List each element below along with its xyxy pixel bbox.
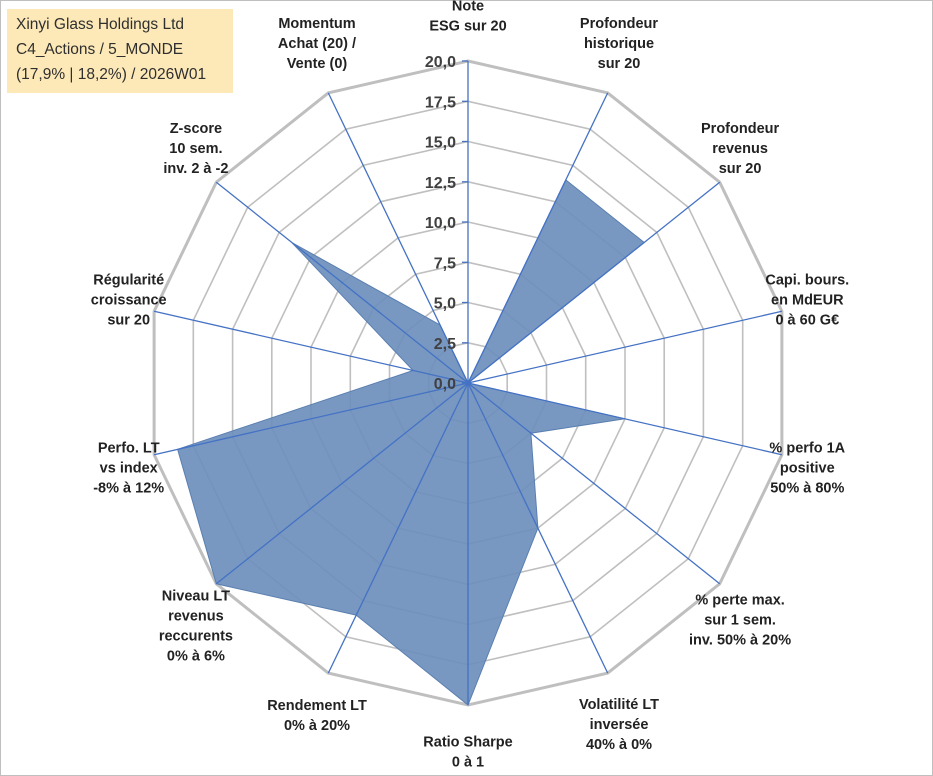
category-label-line: Capi. bours. bbox=[765, 273, 849, 289]
tick-label: 2,5 bbox=[434, 336, 456, 353]
category-label-line: 10 sem. bbox=[169, 141, 222, 157]
category-label-line: Vente (0) bbox=[287, 56, 348, 72]
category-label-4: Capi. bours. en MdEUR 0 à 60 G€ bbox=[765, 273, 849, 329]
axis-spoke-6 bbox=[467, 382, 721, 585]
data-layer bbox=[176, 179, 646, 706]
tick-label: 10,0 bbox=[425, 215, 456, 232]
category-label-8: Ratio Sharpe 0 à 1 bbox=[423, 735, 512, 771]
axis-spoke-14 bbox=[327, 92, 469, 384]
detail-line: (17,9% | 18,2%) / 2026W01 bbox=[16, 66, 207, 83]
category-label-line: sur 20 bbox=[598, 56, 641, 72]
tick-label: 0,0 bbox=[434, 376, 456, 393]
category-label-line: ESG sur 20 bbox=[429, 19, 506, 35]
label-layer: Note ESG sur 20 Profondeur historique sur 20… bbox=[91, 0, 849, 771]
classification: C4_Actions / 5_MONDE bbox=[16, 41, 184, 58]
category-label-7: Volatilité LT inversée 40% à 0% bbox=[579, 697, 659, 753]
category-label-11: Perfo. LT vs index -8% à 12% bbox=[93, 441, 164, 497]
category-label-line: Niveau LT bbox=[162, 589, 230, 605]
axis-spoke-2 bbox=[467, 92, 609, 384]
category-label-line: sur 20 bbox=[719, 161, 762, 177]
category-label-line: % perfo 1A bbox=[769, 441, 845, 457]
category-label-line: % perte max. bbox=[695, 592, 784, 608]
category-label-2: Profondeur historique sur 20 bbox=[580, 16, 658, 72]
category-label-line: 50% à 80% bbox=[770, 481, 844, 497]
tick-label: 20,0 bbox=[425, 54, 456, 71]
company-name: Xinyi Glass Holdings Ltd bbox=[16, 16, 184, 33]
axis-spoke-10 bbox=[215, 382, 469, 585]
tick-label: 7,5 bbox=[434, 255, 456, 272]
category-label-5: % perfo 1A positive 50% à 80% bbox=[769, 441, 845, 497]
category-label-line: Régularité bbox=[93, 273, 164, 289]
category-label-line: 0% à 20% bbox=[284, 718, 350, 734]
category-label-line: Profondeur bbox=[701, 121, 779, 137]
category-label-line: 0 à 1 bbox=[452, 755, 484, 771]
category-label-line: inv. 2 à -2 bbox=[163, 161, 228, 177]
axis-spoke-13 bbox=[215, 181, 469, 384]
category-label-line: 0% à 6% bbox=[167, 649, 225, 665]
category-label-line: positive bbox=[780, 461, 835, 477]
category-label-line: inv. 50% à 20% bbox=[689, 632, 791, 648]
category-label-14: Momentum Achat (20) / Vente (0) bbox=[278, 16, 356, 72]
category-label-line: revenus bbox=[712, 141, 768, 157]
data-series-area bbox=[176, 179, 646, 706]
category-label-10: Niveau LT revenus reccurents 0% à 6% bbox=[159, 589, 233, 665]
category-label-line: 0 à 60 G€ bbox=[775, 313, 839, 329]
category-label-1: Note ESG sur 20 bbox=[429, 0, 506, 35]
axis-layer bbox=[153, 61, 783, 705]
tick-label: 17,5 bbox=[425, 94, 456, 111]
axis-spoke-4 bbox=[467, 310, 783, 384]
category-label-line: croissance bbox=[91, 293, 167, 309]
category-label-line: -8% à 12% bbox=[93, 481, 164, 497]
category-label-9: Rendement LT 0% à 20% bbox=[267, 698, 367, 734]
tick-label: 15,0 bbox=[425, 135, 456, 152]
axis-spoke-5 bbox=[467, 382, 783, 456]
title-box: Xinyi Glass Holdings Ltd C4_Actions / 5_… bbox=[7, 9, 233, 93]
category-label-line: sur 1 sem. bbox=[704, 612, 776, 628]
axis-spoke-7 bbox=[467, 382, 609, 674]
category-label-line: Achat (20) / bbox=[278, 36, 356, 52]
category-label-line: Note bbox=[452, 0, 484, 15]
category-label-13: Z-score 10 sem. inv. 2 à -2 bbox=[163, 121, 228, 177]
category-label-line: reccurents bbox=[159, 629, 233, 645]
tick-label: 5,0 bbox=[434, 296, 456, 313]
category-label-12: Régularité croissance sur 20 bbox=[91, 273, 167, 329]
axis-spoke-9 bbox=[327, 382, 469, 674]
tick-layer: 0,0 2,5 5,0 7,5 10,0 12,5 15,0 17,5 20,0 bbox=[425, 54, 468, 393]
category-label-line: revenus bbox=[168, 609, 224, 625]
category-label-line: Z-score bbox=[170, 121, 222, 137]
tick-label: 12,5 bbox=[425, 175, 456, 192]
category-label-line: inversée bbox=[590, 717, 649, 733]
category-label-line: vs index bbox=[100, 461, 158, 477]
category-label-line: Volatilité LT bbox=[579, 697, 659, 713]
category-label-line: Ratio Sharpe bbox=[423, 735, 512, 751]
category-label-3: Profondeur revenus sur 20 bbox=[701, 121, 779, 177]
category-label-line: Momentum bbox=[278, 16, 355, 32]
category-label-line: Perfo. LT bbox=[98, 441, 160, 457]
category-label-line: 40% à 0% bbox=[586, 737, 652, 753]
axis-spoke-11 bbox=[153, 382, 469, 456]
category-label-line: en MdEUR bbox=[771, 293, 844, 309]
category-label-6: % perte max. sur 1 sem. inv. 50% à 20% bbox=[689, 592, 791, 648]
category-label-line: historique bbox=[584, 36, 654, 52]
category-label-line: sur 20 bbox=[107, 313, 150, 329]
category-label-line: Rendement LT bbox=[267, 698, 367, 714]
category-label-line: Profondeur bbox=[580, 16, 658, 32]
axis-spoke-3 bbox=[467, 181, 721, 384]
axis-spoke-12 bbox=[153, 310, 469, 384]
